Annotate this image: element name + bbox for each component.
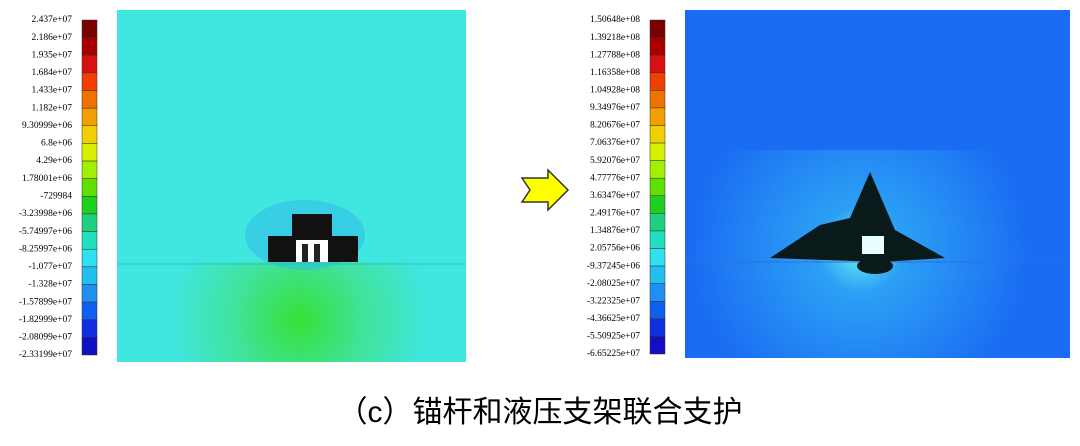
colorbar-label: -5.74997e+06 [19, 227, 72, 237]
colorbar-label: -1.077e+07 [28, 262, 72, 272]
colorbar-label: 7.06376e+07 [590, 138, 640, 148]
arrow [520, 168, 570, 212]
colorbar-label: 9.30999e+06 [22, 121, 72, 131]
colorbar-swatch [649, 72, 666, 91]
colorbar-swatch [81, 90, 98, 109]
colorbar-label: 1.39218e+08 [590, 33, 640, 43]
colorbar-swatch [81, 266, 98, 285]
colorbar-swatch [649, 37, 666, 56]
colorbar-swatch [81, 55, 98, 74]
colorbar-label: -1.57899e+07 [19, 297, 72, 307]
colorbar-swatch [81, 248, 98, 268]
colorbar-label: 1.50648e+08 [590, 15, 640, 25]
colorbar-label: -2.08099e+07 [19, 333, 72, 343]
colorbar-swatch [649, 125, 666, 144]
colorbar-label: 1.684e+07 [32, 68, 73, 78]
colorbar-swatch [649, 54, 666, 73]
colorbar-label: 2.437e+07 [32, 15, 73, 25]
colorbar-swatch [649, 19, 666, 38]
colorbar-label: -4.36625e+07 [587, 314, 640, 324]
colorbar-label: -1.328e+07 [28, 280, 72, 290]
colorbar-swatch [81, 319, 98, 338]
colorbar-label: 2.186e+07 [32, 33, 73, 43]
colorbar-swatch [649, 107, 666, 126]
colorbar-swatch [81, 160, 98, 179]
colorbar-label: 8.20676e+07 [590, 121, 640, 131]
colorbar-label: 1.27788e+08 [590, 50, 640, 60]
colorbar-swatch [649, 283, 666, 302]
colorbar-label: 5.92076e+07 [590, 156, 640, 166]
colorbar-label: -6.65225e+07 [587, 349, 640, 359]
colorbar-label: 1.935e+07 [32, 50, 73, 60]
colorbar-label: 1.78001e+06 [22, 174, 72, 184]
colorbar-label: 3.63476e+07 [590, 191, 640, 201]
colorbar-swatch [649, 230, 666, 249]
colorbar-label: -9.37245e+06 [587, 261, 640, 271]
left-contour-plot [117, 10, 466, 362]
colorbar-swatch [649, 318, 666, 337]
colorbar-label: 2.49176e+07 [590, 209, 640, 219]
colorbar-label: 1.182e+07 [32, 103, 73, 113]
colorbar-label: 1.433e+07 [32, 86, 73, 96]
colorbar-label: -8.25997e+06 [19, 244, 72, 254]
colorbar-label: 9.34976e+07 [590, 103, 640, 113]
colorbar-label: 4.29e+06 [36, 156, 72, 166]
colorbar-swatch [81, 231, 98, 250]
colorbar-swatch [81, 143, 98, 162]
colorbar-label: -1.82999e+07 [19, 315, 72, 325]
colorbar-swatch [649, 248, 666, 267]
colorbar-swatch [81, 178, 98, 197]
colorbar-swatch [81, 196, 98, 215]
colorbar-label: -3.22325e+07 [587, 296, 640, 306]
colorbar-swatch [81, 37, 98, 56]
colorbar-swatch [649, 301, 666, 320]
colorbar-swatch [81, 284, 98, 303]
caption: （c）锚杆和液压支架联合支护 [338, 396, 743, 429]
colorbar-swatch [649, 142, 666, 161]
colorbar-swatch [649, 265, 666, 284]
colorbar-label: 6.8e+06 [41, 139, 72, 149]
colorbar-swatch [649, 195, 666, 214]
colorbar-swatch [81, 107, 98, 127]
colorbar-label: -729984 [40, 192, 72, 202]
colorbar-swatch [649, 160, 666, 179]
colorbar-label: -2.08025e+07 [587, 279, 640, 289]
colorbar-label: 1.04928e+08 [590, 86, 640, 96]
colorbars: 2.437e+07 2.186e+07 1.935e+07 1.684e+07 1.43… [19, 15, 666, 360]
colorbar-label: -5.50925e+07 [587, 332, 640, 342]
colorbar-label: -3.23998e+06 [19, 209, 72, 219]
colorbar-swatch [649, 336, 666, 355]
colorbar-swatch [81, 72, 98, 91]
colorbar-swatch [649, 177, 666, 197]
colorbar-label: 1.34876e+07 [590, 226, 640, 236]
colorbar-swatch [81, 301, 98, 320]
colorbar-label: 1.16358e+08 [590, 68, 640, 78]
colorbar-swatch [649, 90, 666, 109]
colorbar-swatch [81, 337, 98, 356]
colorbar-label: 4.77776e+07 [590, 173, 640, 183]
colorbar-label: 2.05756e+06 [590, 244, 640, 254]
right-contour-plot [685, 10, 1070, 358]
colorbar-swatch [81, 213, 98, 232]
colorbar-swatch [81, 125, 98, 144]
colorbar-swatch [649, 213, 666, 232]
colorbar-swatch [81, 19, 98, 38]
colorbar-label: -2.33199e+07 [19, 350, 72, 360]
